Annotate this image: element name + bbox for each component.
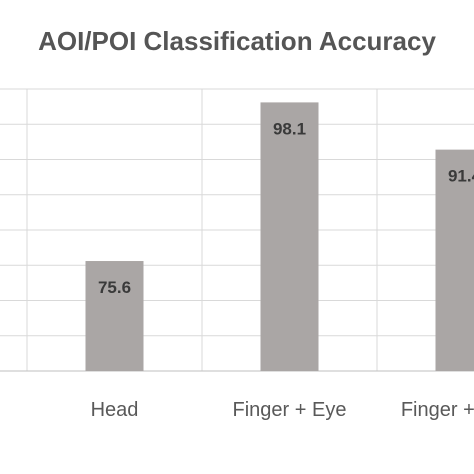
x-tick-label-1: Finger + Eye — [233, 399, 347, 421]
data-label-0: 75.6 — [98, 278, 131, 297]
bar-0 — [85, 261, 144, 371]
data-label-2: 91.4 — [448, 167, 474, 186]
chart-title: AOI/POI Classification Accuracy — [38, 26, 436, 56]
x-tick-label-0: Head — [91, 399, 139, 421]
x-tick-label-2: Finger + Head — [401, 399, 474, 421]
bar-1 — [260, 102, 319, 372]
data-label-1: 98.1 — [273, 119, 306, 138]
bar-2 — [435, 149, 474, 371]
